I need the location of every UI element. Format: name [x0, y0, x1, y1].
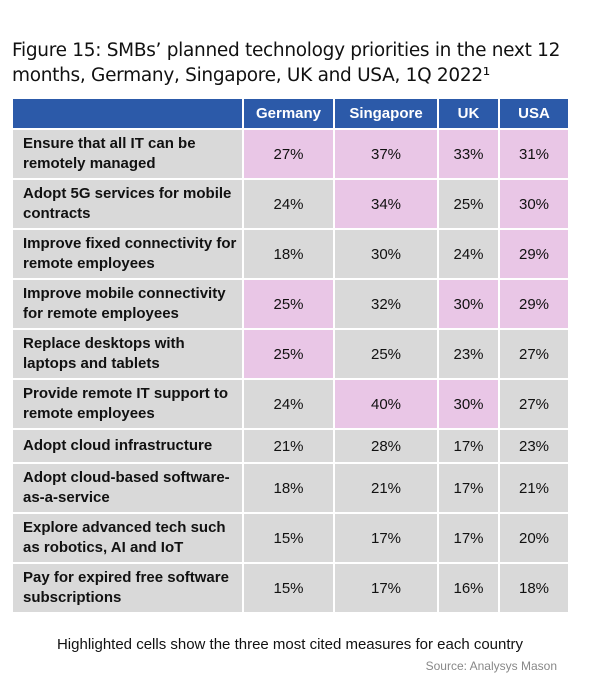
value-cell: 30% [437, 278, 500, 330]
value-cell: 21% [498, 462, 570, 514]
row-label: Pay for expired free software subscripti… [11, 562, 244, 614]
column-header: UK [437, 97, 500, 130]
column-header: USA [498, 97, 570, 130]
row-label: Adopt cloud infrastructure [11, 428, 244, 464]
table-body: Ensure that all IT can be remotely manag… [11, 128, 570, 614]
value-cell: 21% [242, 428, 335, 464]
table-row: Adopt cloud-based software-as-a-service 1… [11, 462, 570, 514]
row-label: Provide remote IT support to remote empl… [11, 378, 244, 430]
table-row: Adopt 5G services for mobile contracts 24… [11, 178, 570, 230]
value-cell: 20% [498, 512, 570, 564]
row-label: Adopt cloud-based software-as-a-service [11, 462, 244, 514]
value-cell: 27% [498, 378, 570, 430]
value-cell: 30% [437, 378, 500, 430]
value-cell: 24% [242, 378, 335, 430]
value-cell: 15% [242, 562, 335, 614]
table-row: Provide remote IT support to remote empl… [11, 378, 570, 430]
value-cell: 17% [437, 428, 500, 464]
column-header: Germany [242, 97, 335, 130]
value-cell: 31% [498, 128, 570, 180]
value-cell: 23% [498, 428, 570, 464]
table-row: Adopt cloud infrastructure 21% 28% 17% 23% [11, 428, 570, 464]
table-row: Improve mobile connectivity for remote e… [11, 278, 570, 330]
value-cell: 40% [333, 378, 439, 430]
value-cell: 37% [333, 128, 439, 180]
table-row: Replace desktops with laptops and tablet… [11, 328, 570, 380]
priorities-table: Germany Singapore UK USA Ensure that all IT… [11, 97, 570, 614]
table-row: Ensure that all IT can be remotely manag… [11, 128, 570, 180]
value-cell: 16% [437, 562, 500, 614]
value-cell: 18% [498, 562, 570, 614]
value-cell: 30% [498, 178, 570, 230]
row-label: Replace desktops with laptops and tablet… [11, 328, 244, 380]
header-corner [11, 97, 244, 130]
table-row: Pay for expired free software subscripti… [11, 562, 570, 614]
value-cell: 25% [242, 278, 335, 330]
value-cell: 27% [498, 328, 570, 380]
value-cell: 25% [242, 328, 335, 380]
table-row: Explore advanced tech such as robotics, … [11, 512, 570, 564]
row-label: Explore advanced tech such as robotics, … [11, 512, 244, 564]
header-row: Germany Singapore UK USA [11, 97, 570, 130]
value-cell: 34% [333, 178, 439, 230]
value-cell: 32% [333, 278, 439, 330]
value-cell: 30% [333, 228, 439, 280]
value-cell: 29% [498, 278, 570, 330]
value-cell: 17% [333, 562, 439, 614]
row-label: Adopt 5G services for mobile contracts [11, 178, 244, 230]
row-label: Improve fixed connectivity for remote em… [11, 228, 244, 280]
value-cell: 24% [242, 178, 335, 230]
value-cell: 33% [437, 128, 500, 180]
value-cell: 27% [242, 128, 335, 180]
value-cell: 17% [437, 512, 500, 564]
value-cell: 29% [498, 228, 570, 280]
figure-title: Figure 15: SMBs’ planned technology prio… [12, 40, 561, 86]
source: Source: Analysys Mason [425, 659, 557, 673]
value-cell: 25% [333, 328, 439, 380]
value-cell: 21% [333, 462, 439, 514]
row-label: Improve mobile connectivity for remote e… [11, 278, 244, 330]
table-row: Improve fixed connectivity for remote em… [11, 228, 570, 280]
value-cell: 28% [333, 428, 439, 464]
column-header: Singapore [333, 97, 439, 130]
value-cell: 17% [333, 512, 439, 564]
footnote: Highlighted cells show the three most ci… [56, 636, 524, 653]
value-cell: 18% [242, 228, 335, 280]
value-cell: 18% [242, 462, 335, 514]
value-cell: 23% [437, 328, 500, 380]
value-cell: 15% [242, 512, 335, 564]
value-cell: 25% [437, 178, 500, 230]
row-label: Ensure that all IT can be remotely manag… [11, 128, 244, 180]
value-cell: 17% [437, 462, 500, 514]
value-cell: 24% [437, 228, 500, 280]
